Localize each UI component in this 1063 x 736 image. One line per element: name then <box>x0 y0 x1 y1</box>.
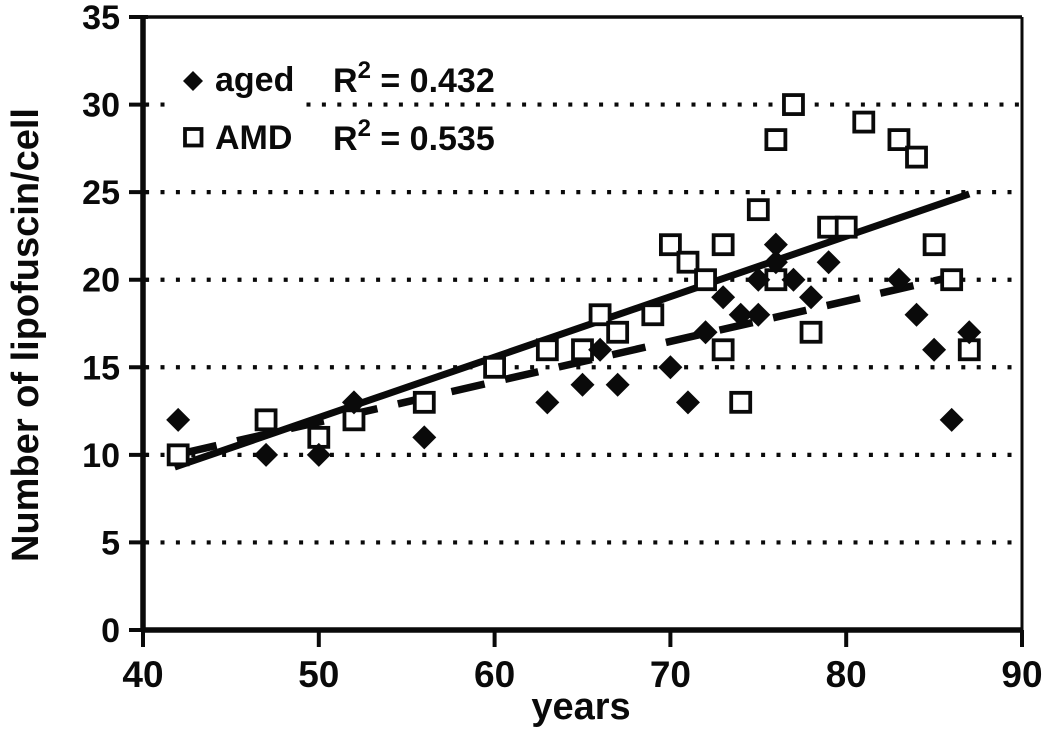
trendline-aged <box>182 270 964 457</box>
data-point-amd <box>676 250 700 274</box>
r2-superscript: 2 <box>358 57 371 84</box>
data-point-aged <box>816 250 841 275</box>
r2-prefix: R <box>333 120 358 158</box>
r2-value: = 0.535 <box>371 120 495 158</box>
x-tick-label-70: 70 <box>650 654 691 695</box>
data-point-amd <box>799 320 823 344</box>
y-tick-label-5: 5 <box>101 524 120 562</box>
y-tick-label-0: 0 <box>101 612 120 650</box>
data-point-amd <box>641 303 665 327</box>
data-point-aged <box>570 372 595 397</box>
data-point-aged <box>922 337 947 362</box>
data-point-amd <box>729 390 753 414</box>
y-axis-label: Number of lipofuscin/cell <box>5 108 47 562</box>
r2-prefix: R <box>333 62 358 100</box>
x-tick-label-80: 80 <box>826 654 867 695</box>
data-point-amd <box>711 338 735 362</box>
data-point-amd <box>254 408 278 432</box>
x-tick-label-60: 60 <box>474 654 515 695</box>
x-tick-label-50: 50 <box>298 654 339 695</box>
data-point-aged <box>746 302 771 327</box>
data-point-aged <box>588 337 613 362</box>
legend-aged-diamond-icon <box>183 71 203 91</box>
data-point-aged <box>605 372 630 397</box>
data-point-aged <box>763 232 788 257</box>
data-point-amd <box>412 390 436 414</box>
data-point-aged <box>957 320 982 345</box>
data-point-aged <box>254 442 279 467</box>
data-point-aged <box>939 407 964 432</box>
data-point-amd <box>166 443 190 467</box>
y-tick-label-10: 10 <box>82 437 120 475</box>
y-tick-label-35: 35 <box>82 0 120 37</box>
legend-aged-r2: R2 = 0.432 <box>333 57 495 100</box>
plot-frame <box>140 15 1024 633</box>
data-point-amd <box>764 128 788 152</box>
x-tick-label-90: 90 <box>1001 654 1042 695</box>
data-point-amd <box>711 233 735 257</box>
data-point-aged <box>904 302 929 327</box>
axis-tick-labels: 0 5 10 15 20 25 30 35 40 50 60 70 80 90 <box>82 0 1042 695</box>
y-tick-label-20: 20 <box>82 262 120 300</box>
legend-amd-label: AMD <box>215 119 292 157</box>
data-point-aged <box>535 390 560 415</box>
gridlines <box>145 102 1021 545</box>
data-point-aged <box>799 285 824 310</box>
data-point-amd <box>834 215 858 239</box>
data-point-aged <box>341 390 366 415</box>
legend: aged R2 = 0.432 AMD R2 = 0.535 <box>183 57 495 158</box>
data-point-amd <box>922 233 946 257</box>
legend-amd-r2: R2 = 0.535 <box>333 115 495 158</box>
data-point-amd <box>535 338 559 362</box>
legend-aged-label: aged <box>215 61 294 99</box>
data-point-amd <box>852 110 876 134</box>
data-point-aged <box>746 267 771 292</box>
data-point-aged <box>728 302 753 327</box>
axis-ticks <box>129 15 1024 647</box>
data-point-amd <box>606 320 630 344</box>
data-point-amd <box>659 233 682 257</box>
data-point-amd <box>694 268 717 292</box>
data-point-amd <box>483 355 507 379</box>
data-point-aged <box>781 267 806 292</box>
y-tick-label-15: 15 <box>82 349 120 387</box>
x-axis-label: years <box>531 686 630 728</box>
data-point-aged <box>886 267 911 292</box>
legend-amd-square-icon <box>183 127 204 148</box>
y-tick-label-30: 30 <box>82 87 120 125</box>
data-point-amd <box>588 303 612 327</box>
trendlines <box>173 190 971 471</box>
data-point-aged <box>675 390 700 415</box>
data-point-aged <box>711 285 736 310</box>
y-tick-label-25: 25 <box>82 174 120 212</box>
data-point-aged <box>306 442 331 467</box>
data-point-amd <box>746 198 770 222</box>
data-point-aged <box>412 425 437 450</box>
r2-superscript: 2 <box>358 115 371 142</box>
data-point-amd <box>940 268 964 292</box>
data-point-amd <box>905 145 928 169</box>
scatter-series-aged <box>166 232 982 467</box>
data-point-aged <box>166 407 191 432</box>
data-point-aged <box>693 320 718 345</box>
scatter-series-amd <box>166 93 981 467</box>
x-tick-label-40: 40 <box>122 654 163 695</box>
data-point-amd <box>887 128 911 152</box>
data-point-aged <box>658 355 683 380</box>
data-point-amd <box>782 93 805 116</box>
data-point-aged <box>763 250 788 275</box>
r2-value: = 0.432 <box>371 62 495 100</box>
